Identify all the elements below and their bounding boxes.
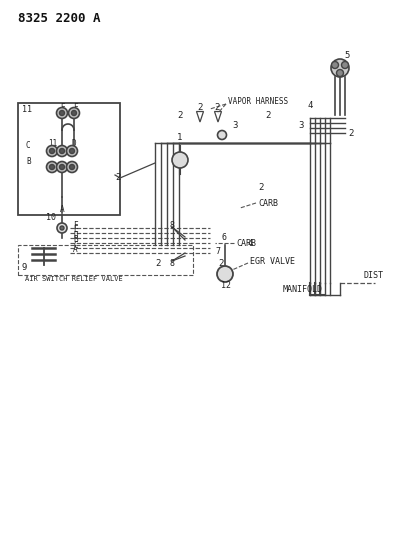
Circle shape <box>49 149 55 154</box>
Text: A: A <box>73 246 78 254</box>
Text: E: E <box>73 225 78 235</box>
Text: CARB: CARB <box>236 238 256 247</box>
Circle shape <box>60 110 64 116</box>
Circle shape <box>67 146 78 157</box>
Text: B: B <box>26 157 31 166</box>
Circle shape <box>69 165 75 169</box>
Bar <box>18 103 120 215</box>
Circle shape <box>69 149 75 154</box>
Text: 3: 3 <box>298 122 304 131</box>
Text: 2: 2 <box>348 128 353 138</box>
Circle shape <box>67 161 78 173</box>
Circle shape <box>60 165 64 169</box>
Text: D: D <box>73 230 78 239</box>
Text: 1: 1 <box>177 133 182 142</box>
Circle shape <box>331 61 339 69</box>
Text: VAPOR HARNESS: VAPOR HARNESS <box>228 96 288 106</box>
Text: EGR VALVE: EGR VALVE <box>250 256 295 265</box>
Circle shape <box>69 108 80 118</box>
Circle shape <box>217 131 226 140</box>
Text: 4: 4 <box>247 239 253 248</box>
Text: 2: 2 <box>115 174 120 182</box>
Text: B: B <box>73 236 78 245</box>
Text: 12: 12 <box>221 280 231 289</box>
Text: 2: 2 <box>177 110 182 119</box>
Circle shape <box>217 266 233 282</box>
Circle shape <box>60 149 64 154</box>
Text: E: E <box>60 102 64 111</box>
Text: 8325 2200 A: 8325 2200 A <box>18 12 100 25</box>
Text: MANIFOLD: MANIFOLD <box>283 286 323 295</box>
Text: 2: 2 <box>258 183 264 192</box>
Text: 9: 9 <box>22 263 27 272</box>
Circle shape <box>60 226 64 230</box>
Text: 2: 2 <box>155 259 160 268</box>
Text: 3: 3 <box>232 122 237 131</box>
Text: D: D <box>72 139 77 148</box>
Text: C: C <box>73 240 78 249</box>
Circle shape <box>49 165 55 169</box>
Text: F: F <box>73 221 78 230</box>
Circle shape <box>172 152 188 168</box>
Text: 5: 5 <box>344 51 349 60</box>
Text: 8: 8 <box>170 221 175 230</box>
Text: A: A <box>60 205 64 214</box>
Text: 2: 2 <box>218 259 223 268</box>
Text: 2: 2 <box>265 110 271 119</box>
Circle shape <box>57 223 67 233</box>
Circle shape <box>56 146 67 157</box>
Circle shape <box>71 110 77 116</box>
Circle shape <box>341 61 348 69</box>
Text: 7: 7 <box>215 247 220 256</box>
Text: 2: 2 <box>197 103 202 112</box>
Text: 11: 11 <box>48 139 57 148</box>
Text: 10: 10 <box>46 214 56 222</box>
Text: 4: 4 <box>308 101 313 110</box>
Text: 6: 6 <box>222 232 227 241</box>
Circle shape <box>56 161 67 173</box>
Circle shape <box>47 161 58 173</box>
Circle shape <box>331 59 349 77</box>
Text: C: C <box>26 141 31 149</box>
Text: 2: 2 <box>214 103 220 112</box>
Text: DIST: DIST <box>363 271 383 280</box>
Circle shape <box>47 146 58 157</box>
Text: AIR SWITCH RELIEF VALVE: AIR SWITCH RELIEF VALVE <box>25 276 123 282</box>
Text: F: F <box>73 102 78 111</box>
Circle shape <box>56 108 67 118</box>
Text: 8: 8 <box>170 259 175 268</box>
Text: CARB: CARB <box>258 198 278 207</box>
Circle shape <box>337 69 344 77</box>
Text: 11: 11 <box>22 104 32 114</box>
